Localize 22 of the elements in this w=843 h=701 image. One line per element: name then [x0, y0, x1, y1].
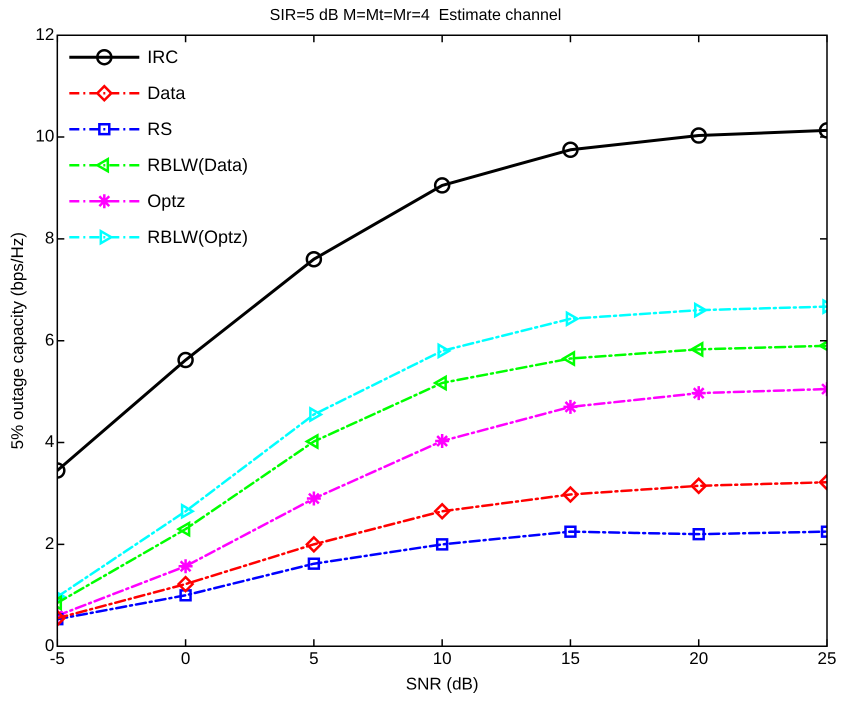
y-tick-label: 2	[44, 534, 54, 554]
x-tick-label: 0	[180, 649, 190, 668]
y-axis-title: 5% outage capacity (bps/Hz)	[8, 232, 27, 450]
legend-label: Optz	[147, 191, 186, 212]
chart-title: SIR=5 dB M=Mt=Mr=4 Estimate channel	[270, 7, 562, 24]
legend-label: Data	[147, 83, 186, 104]
y-tick-label: 0	[44, 636, 54, 655]
y-tick-label: 6	[44, 330, 54, 350]
x-tick-label: 25	[818, 649, 836, 668]
x-tick-label: 20	[689, 649, 708, 668]
legend-label: RS	[147, 119, 172, 140]
legend-label: IRC	[147, 47, 178, 68]
x-tick-label: 5	[309, 649, 319, 668]
y-tick-label: 4	[44, 432, 54, 452]
y-tick-label: 8	[44, 228, 54, 248]
y-tick-label: 10	[35, 126, 54, 146]
x-axis-title: SNR (dB)	[406, 674, 479, 694]
legend-label: RBLW(Data)	[147, 155, 248, 176]
x-tick-label: 10	[432, 649, 452, 668]
y-tick-label: 12	[35, 24, 54, 44]
legend-label: RBLW(Optz)	[147, 227, 248, 248]
x-tick-label: 15	[560, 649, 580, 668]
